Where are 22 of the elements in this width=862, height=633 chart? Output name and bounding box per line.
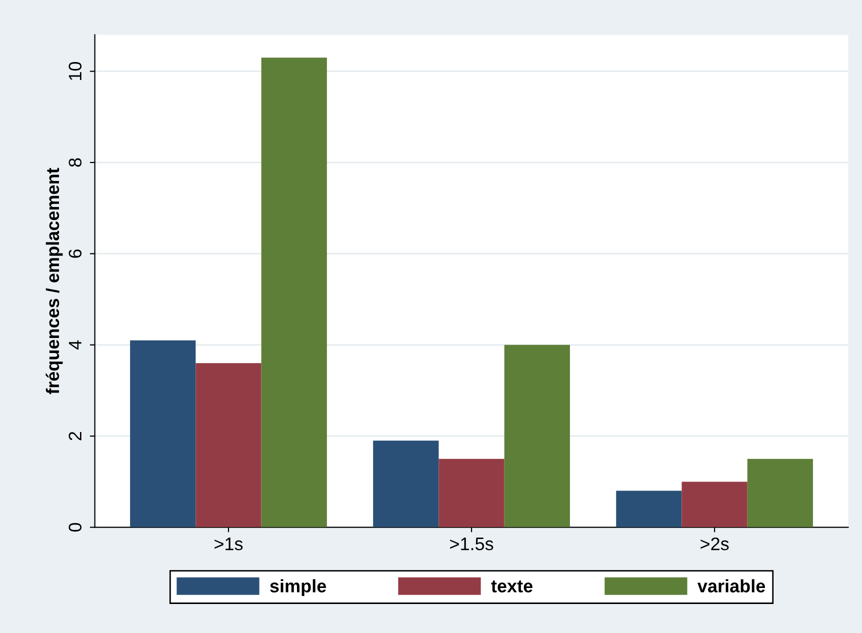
bar bbox=[438, 458, 504, 528]
y-tick-label: 8 bbox=[68, 158, 82, 167]
y-tick-label: 2 bbox=[68, 432, 82, 440]
legend-label: simple bbox=[270, 579, 326, 596]
y-tick-label: 10 bbox=[68, 62, 82, 80]
y-tick-label: 6 bbox=[68, 249, 82, 258]
bar bbox=[682, 482, 748, 528]
bar bbox=[616, 490, 682, 528]
x-tick-label: >1s bbox=[214, 538, 243, 550]
y-tick-label: 4 bbox=[68, 340, 82, 350]
y-axis-title: fréquences / emplacement bbox=[46, 168, 63, 394]
y-tick-label: 0 bbox=[68, 522, 82, 532]
bar bbox=[747, 458, 813, 528]
bar bbox=[373, 440, 439, 528]
bar bbox=[261, 58, 327, 528]
bar bbox=[504, 344, 570, 528]
bar bbox=[196, 363, 262, 528]
legend-label: variable bbox=[697, 579, 766, 592]
legend-label: texte bbox=[491, 580, 532, 592]
x-tick-label: >1.5s bbox=[450, 538, 494, 550]
bar bbox=[130, 340, 196, 528]
x-tick-label: >2s bbox=[700, 537, 729, 550]
